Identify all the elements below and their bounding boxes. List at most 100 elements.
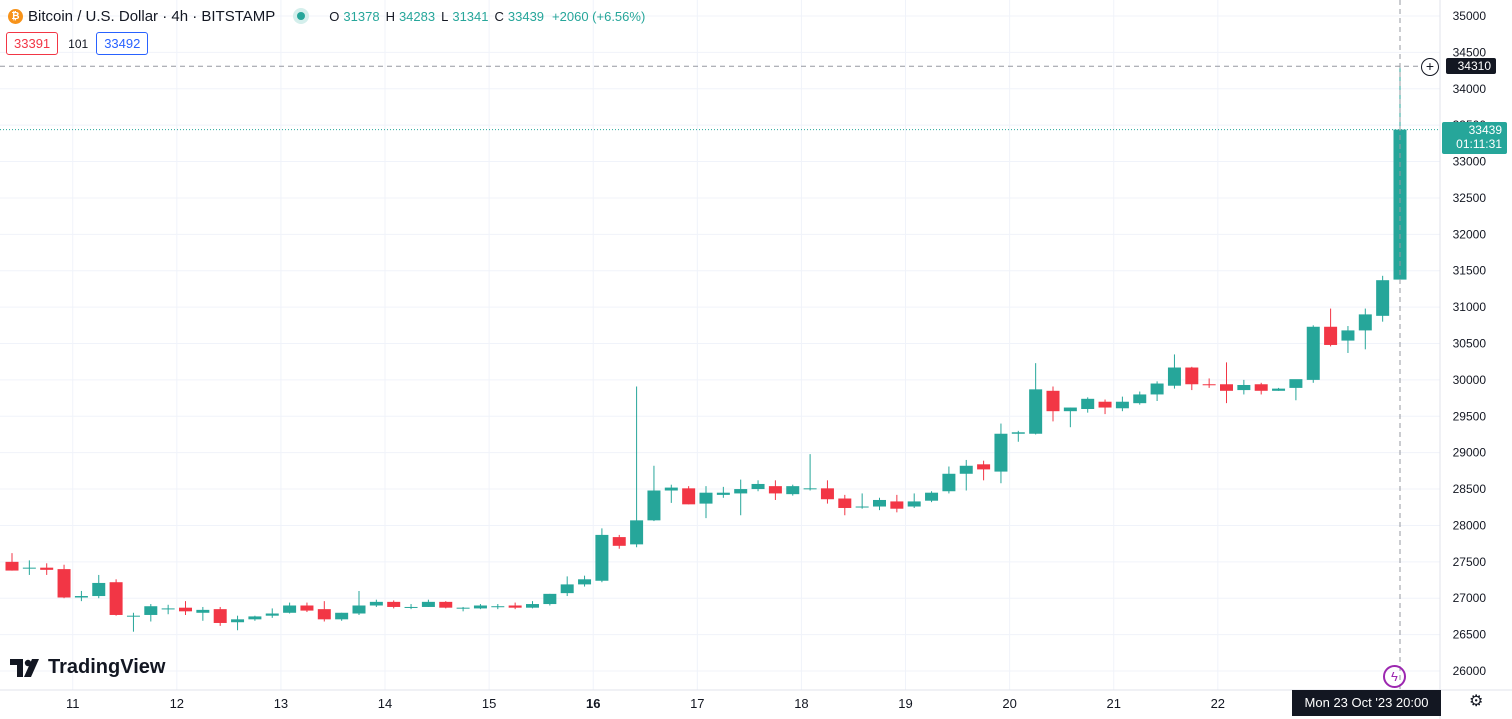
price-tick-label: 32500 (1453, 191, 1487, 205)
candle (768, 480, 782, 500)
candle-body (22, 567, 36, 569)
candle-body (1011, 432, 1025, 434)
price-tick-label: 32000 (1453, 227, 1487, 241)
candle-body (873, 499, 886, 507)
candle (1254, 382, 1268, 395)
candle (144, 604, 158, 622)
price-axis[interactable]: 26000 26500 27000 27500 28000 28500 29000 29500… (1453, 9, 1487, 678)
open-value: 31378 (343, 8, 380, 24)
candle (1341, 326, 1355, 353)
candle (40, 563, 54, 575)
candle (283, 602, 297, 614)
time-tick-label: 11 (66, 696, 80, 711)
candle (352, 590, 366, 615)
candle-body (1289, 379, 1303, 388)
candle-body (1167, 367, 1181, 386)
candle-body (1063, 407, 1077, 412)
candle-body (734, 489, 748, 494)
low-value: 31341 (452, 8, 489, 24)
candle (1081, 397, 1095, 413)
candle (682, 486, 696, 505)
symbol-title[interactable]: Bitcoin / U.S. Dollar · 4h · BITSTAMP (28, 7, 276, 25)
candle (1220, 362, 1233, 404)
candle (265, 608, 279, 618)
candle (439, 601, 453, 609)
buy-button[interactable]: 33492 (96, 32, 149, 55)
bitcoin-icon: ₿ (8, 8, 23, 24)
candle (1029, 363, 1043, 435)
candle-body (560, 584, 574, 594)
candle-body (1046, 390, 1060, 412)
candle (387, 600, 401, 609)
tradingview-logo-icon (10, 658, 39, 677)
candle (647, 465, 661, 522)
candle (508, 602, 522, 610)
candle (1272, 387, 1286, 391)
candle (126, 612, 140, 632)
candle-body (595, 534, 609, 581)
lightning-icon[interactable]: ϟ (1383, 665, 1406, 688)
candle-body (317, 609, 331, 620)
candle (820, 480, 834, 504)
candle-body (786, 486, 800, 495)
candle-body (300, 605, 314, 611)
candle (526, 601, 539, 609)
candle (1185, 366, 1199, 391)
time-tick-label: 19 (898, 696, 912, 711)
candle (560, 576, 574, 597)
plus-circle-icon[interactable]: + (1421, 58, 1439, 76)
candle-body (664, 487, 678, 491)
market-status-dot[interactable] (297, 12, 306, 20)
candle-body (213, 609, 227, 623)
candle (1358, 308, 1372, 350)
candle-body (838, 498, 852, 508)
gear-icon[interactable]: ⚙ (1469, 693, 1484, 710)
candle-body (1150, 383, 1164, 395)
time-axis[interactable]: 11 12 13 14 15 16 17 18 19 20 21 22 (66, 696, 1225, 711)
candle-body (1341, 330, 1355, 341)
ohlc-values: O 31378 H 34283 L 31341 C 33439 +2060 (+6.56… (329, 8, 646, 24)
price-tick-label: 34500 (1453, 45, 1487, 59)
candle (213, 606, 227, 626)
crosshair (0, 0, 1440, 690)
candle-body (1376, 280, 1390, 316)
candle-body (508, 605, 522, 608)
candle-body (196, 609, 210, 613)
candle-body (439, 601, 453, 608)
price-tick-label: 30500 (1453, 337, 1487, 351)
candle-body (1098, 401, 1112, 408)
price-tick-label: 33000 (1453, 155, 1487, 169)
high-value: 34283 (398, 8, 436, 24)
candle-body (1254, 384, 1268, 391)
time-tick-label: 18 (794, 696, 808, 711)
candle (751, 480, 765, 492)
candle (1306, 325, 1320, 383)
candle (1046, 386, 1060, 422)
time-tick-label: 15 (482, 696, 496, 711)
candle-body (1133, 394, 1147, 404)
candle (595, 528, 609, 583)
candle-body (1393, 129, 1407, 280)
price-tick-label: 31500 (1453, 264, 1487, 278)
candle (1237, 379, 1251, 395)
candle-body (5, 561, 19, 571)
candle-body (109, 582, 123, 615)
candle (1133, 391, 1147, 405)
candle (855, 493, 869, 509)
sell-button[interactable]: 33391 (6, 32, 59, 55)
candle-body (456, 607, 470, 609)
candle-body (994, 433, 1008, 472)
candle-body (612, 537, 626, 546)
candle (1376, 275, 1390, 322)
tradingview-logo[interactable]: TradingView (10, 656, 165, 679)
candle (456, 606, 470, 612)
candle (977, 460, 991, 481)
symbol-legend[interactable]: ₿ Bitcoin / U.S. Dollar · 4h · BITSTAMP … (8, 6, 645, 26)
candle-body (942, 473, 956, 492)
candle-body (74, 596, 88, 598)
price-tick-label: 30000 (1453, 373, 1487, 387)
candle (404, 604, 418, 610)
candle (196, 606, 210, 621)
candle (907, 493, 921, 508)
